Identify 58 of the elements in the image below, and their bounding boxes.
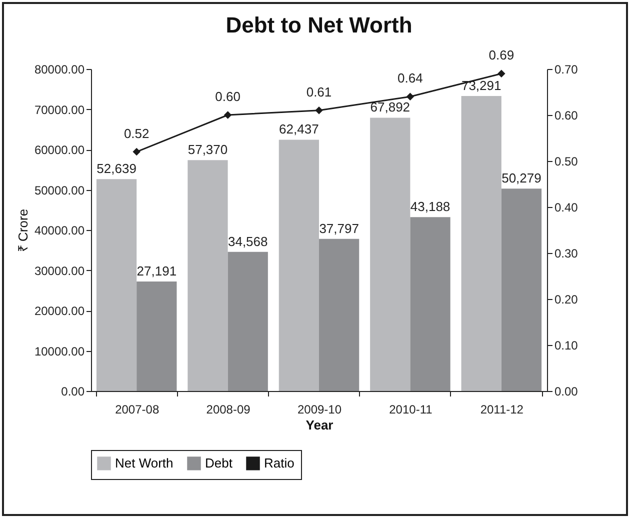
x-tick-label: 2010-11 bbox=[389, 402, 433, 416]
y-tick-label: 10000.00 bbox=[34, 344, 85, 358]
y2-tick-label: 0.10 bbox=[554, 338, 578, 352]
bar bbox=[278, 140, 319, 391]
point bbox=[224, 111, 232, 119]
legend-label: Net Worth bbox=[115, 455, 174, 470]
y-tick-label: 80000.00 bbox=[34, 62, 85, 76]
y2-tick-label: 0.00 bbox=[554, 384, 578, 398]
legend-label: Debt bbox=[205, 455, 233, 470]
data-label: 0.61 bbox=[306, 84, 332, 100]
data-label: 50,279 bbox=[502, 170, 542, 186]
data-label: 37,797 bbox=[319, 220, 359, 236]
data-label: 57,370 bbox=[188, 142, 228, 158]
bar bbox=[410, 217, 450, 391]
data-label: 62,437 bbox=[279, 122, 319, 137]
x-tick-label: 2008-09 bbox=[206, 402, 251, 416]
data-label: 73,291 bbox=[461, 78, 502, 94]
x-tick-label: 2009-10 bbox=[297, 402, 342, 416]
y2-tick-label: 0.70 bbox=[554, 62, 578, 76]
y-tick-label: 20000.00 bbox=[34, 304, 85, 318]
bar bbox=[370, 118, 410, 391]
y2-tick-label: 0.60 bbox=[554, 108, 578, 122]
x-axis-title: Year bbox=[306, 418, 334, 432]
y2-tick-label: 0.40 bbox=[554, 200, 578, 214]
chart-title: Debt to Net Worth bbox=[226, 12, 412, 38]
bar bbox=[501, 188, 542, 391]
data-label: 67,892 bbox=[370, 100, 410, 115]
y-tick-label: 70000.00 bbox=[34, 102, 85, 117]
y2-tick-label: 0.50 bbox=[554, 154, 578, 168]
y-axis-title: ₹ Crore bbox=[15, 208, 30, 252]
y2-tick-label: 0.20 bbox=[554, 292, 578, 306]
data-label: 0.69 bbox=[488, 48, 514, 63]
y-tick-label: 0.00 bbox=[61, 384, 85, 398]
point bbox=[406, 92, 414, 100]
x-tick-label: 2011-12 bbox=[480, 402, 524, 416]
y-tick-label: 60000.00 bbox=[34, 143, 85, 157]
data-label: 34,568 bbox=[228, 234, 268, 249]
legend-label: Ratio bbox=[264, 455, 294, 470]
y-tick-label: 50000.00 bbox=[34, 183, 85, 198]
bar bbox=[461, 96, 502, 391]
point bbox=[498, 70, 506, 78]
point bbox=[315, 106, 323, 114]
point bbox=[132, 148, 140, 156]
data-label: 0.64 bbox=[398, 70, 423, 86]
bar bbox=[319, 238, 360, 391]
bar bbox=[188, 160, 228, 391]
y-tick-label: 30000.00 bbox=[34, 264, 85, 278]
bar bbox=[228, 252, 268, 391]
data-label: 0.60 bbox=[215, 89, 240, 104]
bar bbox=[136, 282, 177, 391]
y-tick-label: 40000.00 bbox=[34, 224, 85, 238]
data-label: 27,191 bbox=[136, 264, 177, 279]
x-tick-label: 2007-08 bbox=[115, 402, 160, 416]
data-label: 0.52 bbox=[124, 126, 150, 141]
bar bbox=[96, 179, 137, 391]
data-label: 43,188 bbox=[410, 199, 450, 214]
data-label: 52,639 bbox=[96, 161, 136, 176]
y2-tick-label: 0.30 bbox=[554, 246, 578, 260]
